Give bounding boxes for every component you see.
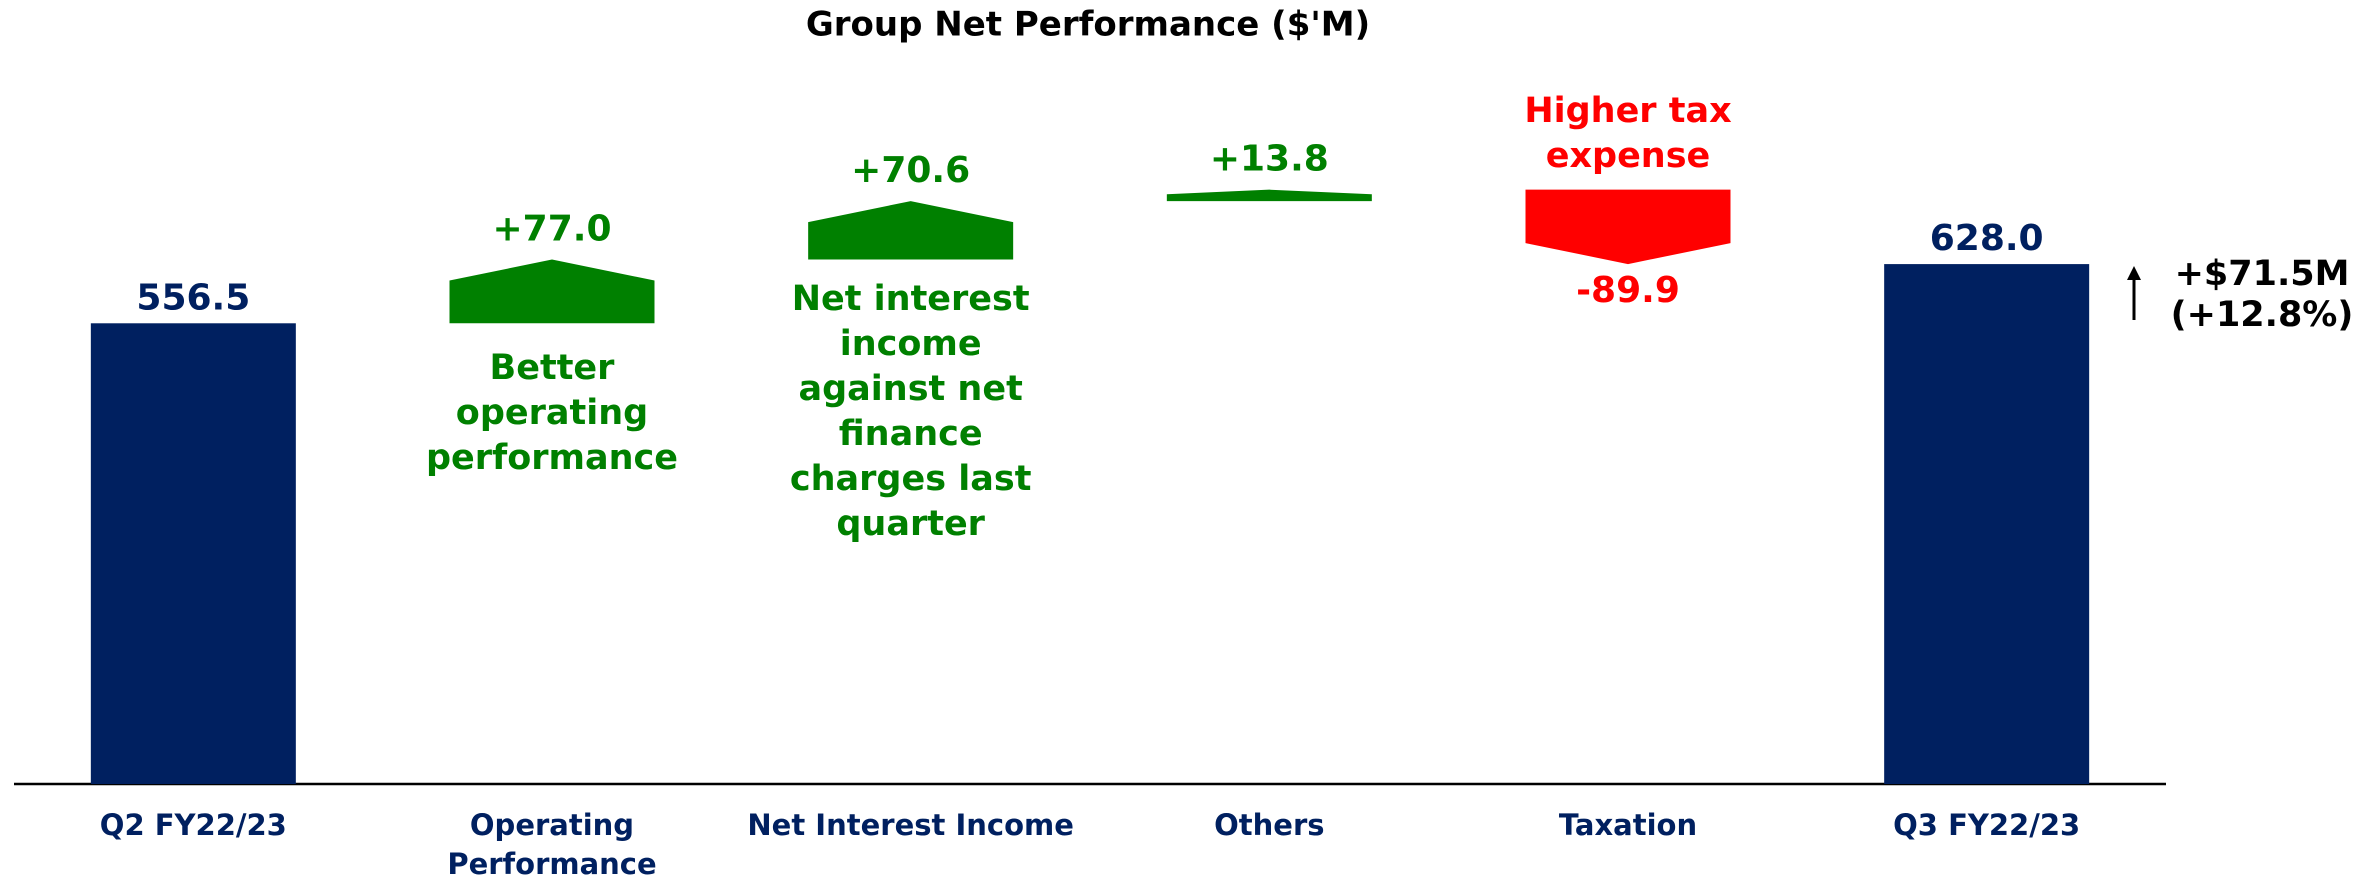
value-label: +13.8 <box>1210 139 1329 180</box>
value-label: +70.6 <box>851 150 970 191</box>
annotation: operating <box>456 393 648 433</box>
x-tick-label: Operating Performance <box>447 808 656 876</box>
x-tick-label: Net Interest Income <box>747 808 1074 842</box>
annotation: income <box>840 324 982 364</box>
value-label: 628.0 <box>1930 218 2044 259</box>
annotation: (+12.8%) <box>2171 295 2354 335</box>
annotation: Net interest <box>792 279 1030 319</box>
annotation: expense <box>1546 136 1711 176</box>
annotation: quarter <box>836 504 985 544</box>
x-tick-label: Others <box>1214 808 1324 842</box>
arrow-head <box>2127 266 2141 280</box>
annotation: Better <box>490 348 616 388</box>
decrease-bar <box>1525 189 1731 265</box>
annotation: +$71.5M <box>2175 254 2350 294</box>
increase-bar <box>449 259 655 324</box>
x-tick-label: Taxation <box>1559 808 1697 842</box>
increase-bar <box>1166 189 1372 202</box>
x-tick-label: Q3 FY22/23 <box>1893 808 2080 842</box>
annotation: finance <box>839 414 983 454</box>
increase-bar <box>808 201 1014 260</box>
value-label: +77.0 <box>493 209 612 250</box>
x-tick-label: Q2 FY22/23 <box>100 808 287 842</box>
annotation: against net <box>798 369 1022 409</box>
value-label: 556.5 <box>136 277 250 318</box>
chart-title: Group Net Performance ($'M) <box>806 5 1370 45</box>
annotation: charges last <box>790 459 1032 499</box>
total-bar <box>90 323 296 784</box>
annotation: Higher tax <box>1524 91 1732 131</box>
value-label: -89.9 <box>1576 270 1680 311</box>
annotation: performance <box>426 438 678 478</box>
total-bar <box>1884 264 2090 785</box>
